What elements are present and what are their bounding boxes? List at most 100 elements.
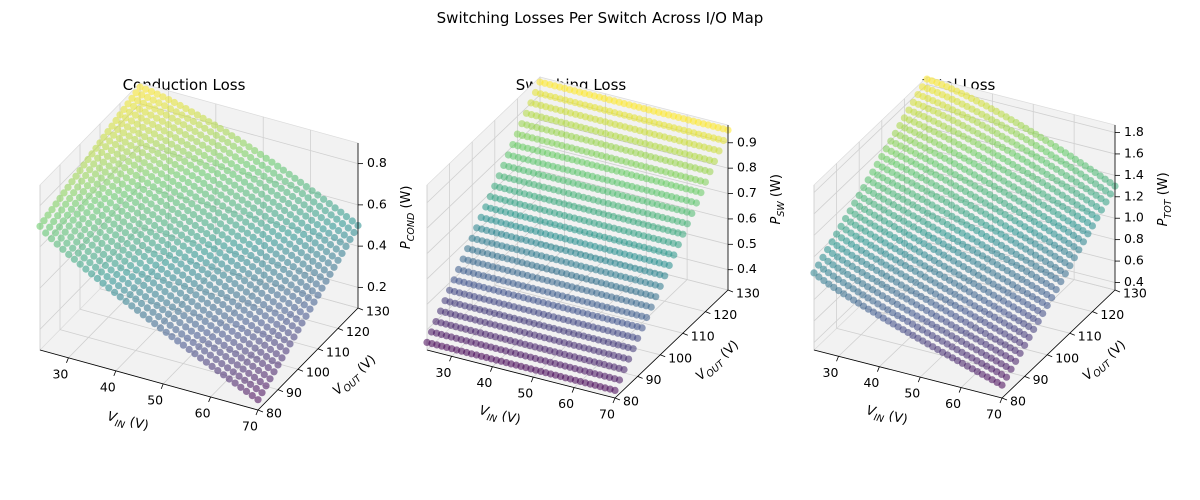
data-point (197, 197, 206, 205)
data-point (163, 174, 171, 182)
data-point (241, 376, 249, 384)
data-point (157, 108, 165, 116)
data-point (125, 222, 133, 230)
data-point (246, 182, 254, 190)
data-point (253, 226, 261, 234)
y-axis-line (1001, 289, 1116, 399)
data-point (176, 101, 184, 110)
data-point (232, 320, 240, 328)
data-point (225, 305, 233, 313)
data-point (264, 364, 272, 372)
data-point (273, 320, 281, 328)
data-point (182, 196, 190, 204)
y-tick-mark (317, 348, 324, 352)
data-point (143, 235, 151, 243)
data-point (267, 216, 275, 224)
x-tick-label: 40 (100, 379, 116, 394)
data-point (249, 263, 257, 271)
data-point (266, 375, 274, 383)
data-point (132, 198, 140, 207)
data-point (184, 114, 192, 122)
data-point (122, 201, 130, 209)
y-tick-label: 120 (346, 324, 370, 339)
data-point (275, 173, 283, 181)
data-point (216, 152, 224, 160)
data-point (688, 209, 696, 217)
data-point (239, 365, 247, 373)
data-point (242, 387, 251, 395)
data-point (833, 230, 841, 238)
data-point (89, 213, 97, 221)
data-point (255, 237, 263, 246)
data-point (149, 96, 157, 104)
data-point (163, 270, 171, 278)
data-point (281, 177, 289, 185)
data-point (168, 234, 176, 242)
data-point (145, 286, 154, 294)
data-point (113, 176, 121, 184)
data-point (209, 303, 217, 311)
data-point (64, 183, 72, 191)
data-point (100, 250, 108, 258)
data-point (128, 94, 136, 102)
z-tick-label: 0.8 (737, 160, 757, 175)
data-point (189, 117, 197, 126)
data-point (140, 281, 148, 290)
data-point (214, 267, 222, 275)
data-point (229, 368, 237, 376)
x-tick-mark (255, 409, 259, 416)
data-point (98, 148, 106, 157)
z-tick-label: 1.2 (1124, 188, 1144, 203)
data-point (296, 237, 304, 245)
data-point (103, 273, 111, 281)
data-point (257, 249, 265, 257)
data-point (285, 270, 293, 278)
data-point (239, 167, 247, 175)
data-point (132, 295, 140, 303)
data-point (60, 189, 68, 197)
z-tick-label: 0.8 (367, 155, 387, 170)
grid-line (494, 284, 683, 334)
data-point (110, 131, 118, 139)
data-point (166, 321, 174, 329)
data-point (130, 188, 138, 196)
data-point (99, 184, 107, 192)
data-point (215, 308, 223, 316)
data-point (71, 199, 80, 207)
data-point (108, 122, 116, 130)
data-point (192, 261, 201, 270)
data-point (140, 252, 148, 261)
data-point (611, 386, 619, 394)
data-point (182, 105, 190, 113)
data-point (85, 219, 93, 227)
data-point (77, 204, 85, 212)
data-point (295, 267, 303, 275)
data-point (317, 214, 325, 222)
data-point (209, 176, 218, 184)
data-point (252, 157, 261, 165)
data-point (190, 280, 198, 288)
y-tick-label: 80 (623, 394, 639, 409)
data-point (234, 302, 242, 310)
data-point (232, 192, 241, 200)
y-tick-label: 90 (646, 372, 662, 387)
data-point (277, 313, 285, 321)
data-point (145, 189, 153, 198)
data-point (268, 357, 276, 365)
data-point (311, 239, 319, 247)
data-point (178, 300, 186, 308)
data-point (233, 163, 241, 172)
data-point (36, 222, 44, 230)
data-point (220, 242, 228, 250)
data-point (191, 221, 199, 230)
data-point (141, 108, 149, 116)
data-point (282, 347, 290, 355)
data-point (230, 210, 238, 218)
data-point (114, 214, 122, 222)
data-point (197, 226, 205, 234)
data-point (240, 178, 249, 186)
data-point (205, 118, 213, 126)
data-point (153, 114, 161, 122)
data-point (95, 164, 104, 172)
data-point (116, 111, 124, 119)
